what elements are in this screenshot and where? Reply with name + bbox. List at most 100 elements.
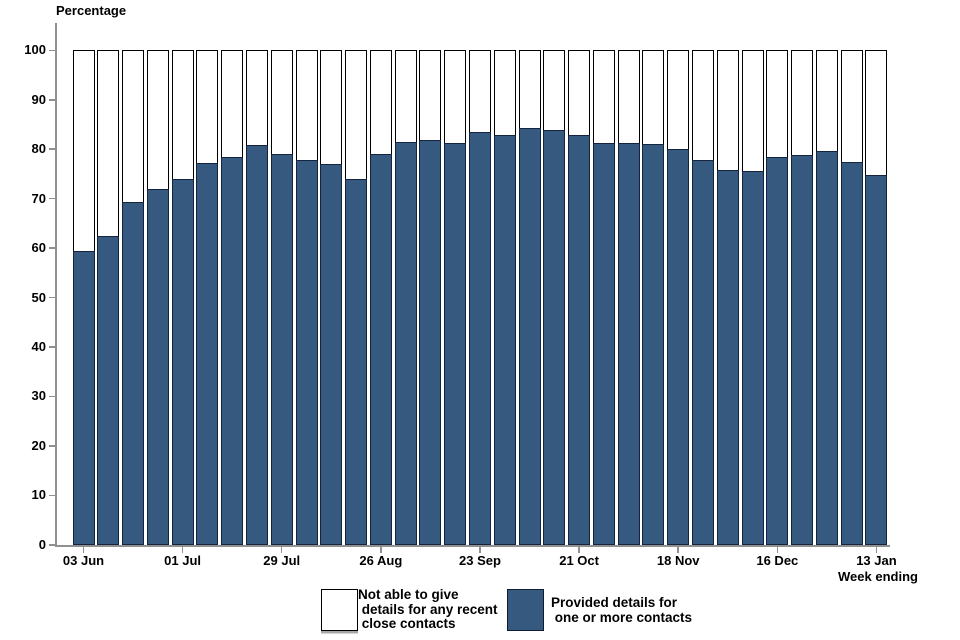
x-tick-label: 13 Jan [856, 553, 897, 568]
x-tick-label: 03 Jun [62, 553, 105, 568]
x-tick-mark [578, 546, 580, 553]
bar-segment-not-able [369, 50, 392, 155]
bar-segment-provided [840, 161, 863, 545]
legend-label-provided: Provided details for one or more contact… [551, 595, 693, 625]
bar-segment-not-able [617, 50, 640, 143]
bar-segment-not-able [468, 50, 491, 132]
bar-segment-not-able [146, 50, 169, 190]
y-tick-mark [49, 247, 56, 249]
bar-segment-provided [716, 170, 739, 545]
bar-segment-not-able [741, 50, 764, 171]
bar-segment-provided [394, 142, 417, 545]
bar-segment-provided [617, 142, 640, 545]
bar-segment-provided [171, 179, 194, 545]
x-tick-mark [280, 546, 283, 553]
bar-segment-not-able [493, 50, 516, 136]
x-tick-label: 18 Nov [656, 553, 700, 568]
bar-segment-provided [221, 157, 244, 545]
bar-segment-provided [320, 163, 343, 545]
x-tick-label: 26 Aug [359, 553, 403, 568]
bar-segment-provided [122, 201, 145, 545]
x-axis-line [55, 545, 890, 547]
x-tick-mark [479, 546, 481, 553]
y-tick-label: 40 [31, 339, 46, 354]
bar-segment-not-able [122, 50, 145, 202]
y-tick-label: 100 [24, 42, 46, 58]
bar-segment-not-able [97, 50, 120, 236]
bar-segment-not-able [716, 50, 739, 171]
y-tick-label: 50 [31, 289, 46, 305]
bar-segment-not-able [865, 50, 888, 176]
y-tick-mark [49, 197, 56, 200]
bar-segment-provided [444, 142, 467, 545]
bar-segment-not-able [345, 50, 368, 179]
legend-label-not-able: Not able to give details for any recent … [358, 587, 498, 632]
bar-segment-provided [568, 134, 591, 545]
bar-segment-not-able [518, 50, 541, 129]
bar-segment-provided [270, 154, 293, 545]
bar-segment-not-able [72, 50, 95, 251]
bar-segment-not-able [320, 50, 343, 164]
legend-swatch-provided [507, 589, 544, 631]
x-tick-label: 29 Jul [263, 553, 301, 568]
y-tick-mark [49, 494, 56, 497]
y-tick-mark [49, 148, 56, 150]
bar-segment-not-able [840, 50, 863, 162]
x-tick-mark [181, 546, 184, 553]
bar-segment-not-able [394, 50, 417, 143]
y-tick-mark [49, 99, 56, 101]
bar-segment-provided [419, 140, 442, 545]
bar-segment-not-able [766, 50, 789, 158]
bar-segment-provided [592, 142, 615, 545]
y-tick-label: 70 [31, 190, 46, 206]
x-tick-label: 16 Dec [756, 553, 799, 568]
bar-segment-not-able [245, 50, 268, 146]
y-tick-mark [49, 49, 56, 52]
bar-segment-provided [518, 128, 541, 545]
bar-segment-provided [146, 189, 169, 545]
y-tick-label: 80 [31, 141, 46, 157]
x-tick-mark [380, 546, 382, 553]
y-axis-title: Percentage [56, 3, 127, 18]
bar-segment-provided [815, 150, 838, 545]
bar-segment-provided [245, 145, 268, 545]
x-tick-mark [677, 546, 679, 553]
bar-segment-provided [667, 149, 690, 545]
y-tick-mark [49, 346, 56, 348]
bar-segment-not-able [642, 50, 665, 144]
x-tick-mark [875, 546, 878, 553]
y-tick-label: 0 [38, 536, 46, 552]
bar-segment-provided [543, 130, 566, 545]
bar-segment-provided [741, 170, 764, 545]
bar-segment-not-able [692, 50, 714, 160]
bar-segment-not-able [592, 50, 615, 143]
bar-segment-not-able [171, 50, 194, 180]
bar-segment-not-able [568, 50, 591, 135]
legend-swatch-not-able [321, 589, 358, 631]
bar-segment-provided [295, 160, 318, 545]
bar-segment-provided [345, 178, 368, 545]
y-tick-label: 10 [31, 487, 46, 503]
y-tick-label: 60 [31, 240, 46, 256]
bar-segment-not-able [791, 50, 814, 156]
x-tick-label: 23 Sep [459, 553, 501, 568]
bar-segment-not-able [444, 50, 467, 143]
bar-segment-not-able [196, 50, 219, 164]
bar-segment-provided [468, 131, 491, 545]
bar-segment-not-able [295, 50, 318, 161]
bar-segment-not-able [270, 50, 293, 155]
bar-segment-provided [791, 155, 814, 545]
y-axis-line [55, 23, 57, 546]
x-tick-label: 01 Jul [164, 553, 202, 568]
y-tick-label: 20 [31, 437, 46, 453]
x-tick-mark [82, 546, 85, 553]
bar-segment-provided [692, 159, 714, 545]
bar-segment-provided [493, 135, 516, 545]
x-tick-label: 21 Oct [559, 553, 599, 568]
bar-segment-provided [196, 163, 219, 545]
bar-segment-provided [97, 235, 120, 545]
y-tick-mark [49, 445, 56, 447]
bar-segment-provided [642, 143, 665, 545]
x-tick-mark [776, 546, 779, 553]
